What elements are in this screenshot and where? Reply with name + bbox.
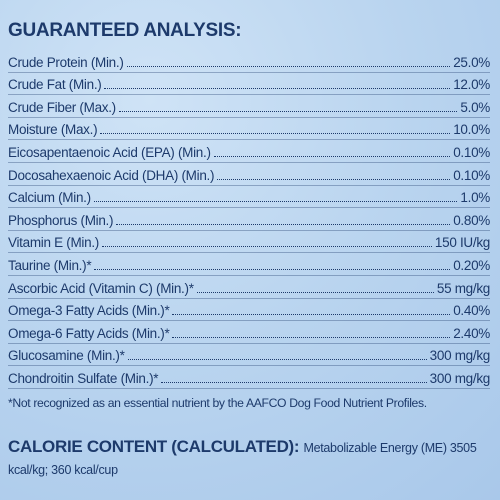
dot-leader xyxy=(217,178,451,180)
dot-leader xyxy=(116,223,451,225)
nutrient-value: 150 IU/kg xyxy=(434,235,490,251)
nutrient-value: 0.10% xyxy=(453,144,490,160)
nutrient-name: Chondroitin Sulfate (Min.)* xyxy=(8,370,159,386)
nutrient-value: 5.0% xyxy=(460,99,490,115)
nutrient-name: Glucosamine (Min.)* xyxy=(8,348,125,364)
analysis-row: Crude Fat (Min.) 12.0% xyxy=(8,73,490,96)
dot-leader xyxy=(172,336,451,338)
nutrient-name: Taurine (Min.)* xyxy=(8,257,92,273)
footnote: *Not recognized as an essential nutrient… xyxy=(8,396,427,410)
analysis-row: Taurine (Min.)* 0.20% xyxy=(8,253,490,276)
title: GUARANTEED ANALYSIS: xyxy=(8,20,242,41)
calorie-heading: CALORIE CONTENT (CALCULATED): xyxy=(8,437,300,456)
analysis-row: Glucosamine (Min.)* 300 mg/kg xyxy=(8,344,490,367)
nutrient-name: Omega-3 Fatty Acids (Min.)* xyxy=(8,303,170,319)
dot-leader xyxy=(196,291,434,293)
nutrient-name: Crude Fat (Min.) xyxy=(8,77,102,93)
nutrient-value: 300 mg/kg xyxy=(429,370,491,386)
analysis-row: Ascorbic Acid (Vitamin C) (Min.)* 55 mg/k… xyxy=(8,276,490,299)
dot-leader xyxy=(94,268,451,270)
nutrient-value: 2.40% xyxy=(453,325,490,341)
calorie-content: CALORIE CONTENT (CALCULATED): Metaboliza… xyxy=(8,436,496,481)
analysis-row: Docosahexaenoic Acid (DHA) (Min.) 0.10% xyxy=(8,163,490,186)
nutrient-name: Phosphorus (Min.) xyxy=(8,212,114,228)
analysis-row: Chondroitin Sulfate (Min.)* 300 mg/kg xyxy=(8,366,490,389)
analysis-row: Eicosapentaenoic Acid (EPA) (Min.) 0.10% xyxy=(8,140,490,163)
nutrient-name: Crude Fiber (Max.) xyxy=(8,99,116,115)
nutrient-value: 12.0% xyxy=(453,77,490,93)
nutrient-name: Omega-6 Fatty Acids (Min.)* xyxy=(8,325,170,341)
dot-leader xyxy=(161,381,427,383)
analysis-row: Omega-6 Fatty Acids (Min.)* 2.40% xyxy=(8,321,490,344)
analysis-row: Vitamin E (Min.) 150 IU/kg xyxy=(8,231,490,254)
nutrient-name: Docosahexaenoic Acid (DHA) (Min.) xyxy=(8,167,215,183)
dot-leader xyxy=(100,133,451,135)
nutrient-value: 10.0% xyxy=(453,122,490,138)
dot-leader xyxy=(104,88,451,90)
dot-leader xyxy=(93,201,458,203)
nutrient-name: Moisture (Max.) xyxy=(8,122,98,138)
analysis-row: Crude Fiber (Max.) 5.0% xyxy=(8,95,490,118)
nutrient-name: Ascorbic Acid (Vitamin C) (Min.)* xyxy=(8,280,194,296)
nutrient-value: 0.80% xyxy=(453,212,490,228)
dot-leader xyxy=(213,155,451,157)
dot-leader xyxy=(126,65,451,67)
analysis-row: Crude Protein (Min.) 25.0% xyxy=(8,50,490,73)
analysis-table: Crude Protein (Min.) 25.0% Crude Fat (Min.… xyxy=(8,50,490,389)
nutrient-value: 0.40% xyxy=(453,303,490,319)
nutrient-value: 300 mg/kg xyxy=(429,348,491,364)
nutrient-value: 1.0% xyxy=(460,190,490,206)
nutrient-name: Eicosapentaenoic Acid (EPA) (Min.) xyxy=(8,144,211,160)
nutrient-name: Calcium (Min.) xyxy=(8,190,91,206)
dot-leader xyxy=(118,110,458,112)
nutrient-value: 0.20% xyxy=(453,257,490,273)
analysis-row: Calcium (Min.) 1.0% xyxy=(8,186,490,209)
dot-leader xyxy=(127,359,427,361)
analysis-row: Moisture (Max.) 10.0% xyxy=(8,118,490,141)
dot-leader xyxy=(172,314,451,316)
calorie-text: Metabolizable Energy (ME) 3505 kcal/kg; … xyxy=(8,441,477,477)
analysis-row: Phosphorus (Min.) 0.80% xyxy=(8,208,490,231)
nutrient-value: 25.0% xyxy=(453,54,490,70)
nutrient-value: 0.10% xyxy=(453,167,490,183)
nutrient-value: 55 mg/kg xyxy=(436,280,490,296)
analysis-row: Omega-3 Fatty Acids (Min.)* 0.40% xyxy=(8,299,490,322)
nutrient-name: Crude Protein (Min.) xyxy=(8,54,124,70)
dot-leader xyxy=(101,246,432,248)
nutrient-name: Vitamin E (Min.) xyxy=(8,235,99,251)
